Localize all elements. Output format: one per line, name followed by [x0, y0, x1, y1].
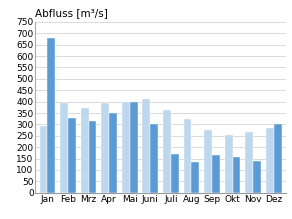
Bar [266, 128, 274, 193]
Bar [142, 99, 150, 193]
Bar [225, 135, 233, 193]
Bar [47, 38, 55, 193]
Text: Abfluss [m³/s]: Abfluss [m³/s] [35, 9, 108, 18]
Bar [60, 103, 68, 193]
Bar [212, 155, 220, 193]
Bar [163, 110, 171, 193]
Bar [233, 157, 241, 193]
Bar [204, 130, 212, 193]
Bar [130, 102, 138, 193]
Bar [88, 121, 96, 193]
Bar [171, 154, 179, 193]
Bar [274, 124, 281, 193]
Bar [40, 125, 47, 193]
Bar [253, 161, 261, 193]
Bar [109, 113, 117, 193]
Bar [184, 119, 192, 193]
Bar [192, 162, 199, 193]
Bar [68, 118, 76, 193]
Bar [101, 103, 109, 193]
Bar [122, 102, 130, 193]
Bar [245, 132, 253, 193]
Bar [81, 108, 88, 193]
Bar [150, 124, 158, 193]
